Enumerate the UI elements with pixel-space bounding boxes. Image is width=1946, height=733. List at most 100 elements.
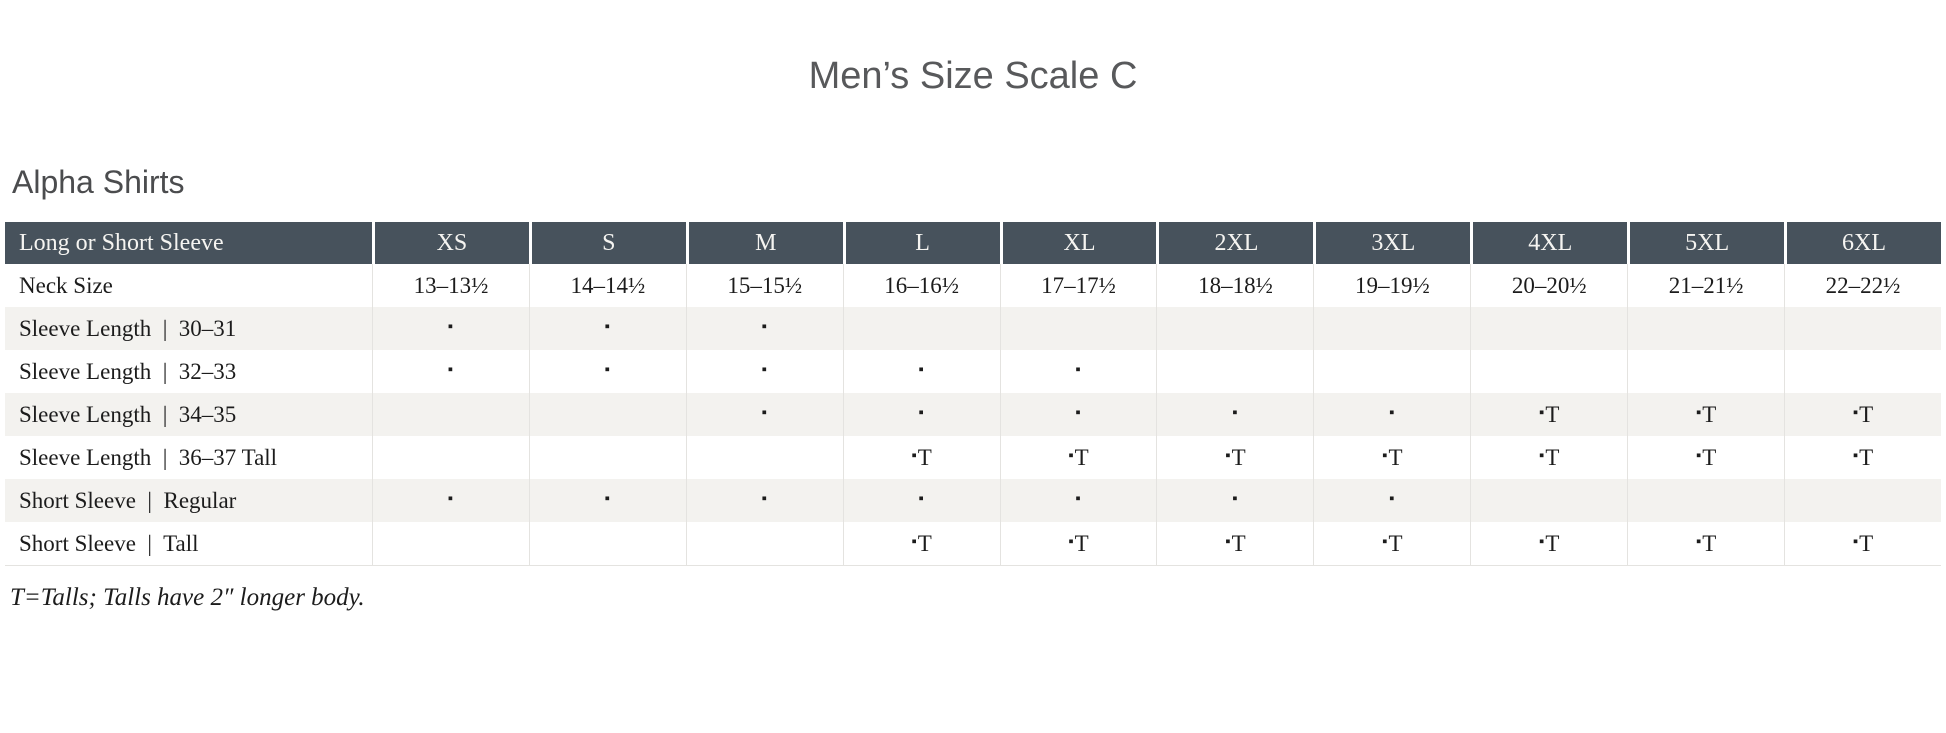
table-row: Sleeve Length | 34–35 ▪ ▪ ▪ ▪ ▪ ▪ T ▪ T ▪ T xyxy=(5,393,1941,436)
size-cell: 14–14½ xyxy=(528,264,686,307)
size-available-marker-icon: ▪ xyxy=(911,448,917,464)
size-available-marker-icon: ▪ xyxy=(604,319,610,335)
size-cell: ▪ xyxy=(528,350,686,393)
size-cell: ▪ T xyxy=(842,522,1000,565)
size-cell: ▪ T xyxy=(999,436,1157,479)
size-cell xyxy=(1156,350,1313,393)
size-available-marker-icon: ▪ xyxy=(1382,448,1388,464)
row-label: Neck Size xyxy=(19,272,113,298)
size-cell: ▪ T xyxy=(1156,522,1313,565)
table-header-label: Long or Short Sleeve xyxy=(5,222,372,264)
size-available-marker-icon: ▪ xyxy=(447,491,454,507)
size-cell: ▪ xyxy=(685,393,843,436)
size-cell: 19–19½ xyxy=(1313,264,1470,307)
size-cell: ▪ T xyxy=(1784,393,1941,436)
size-available-marker-icon: ▪ xyxy=(761,319,767,335)
size-cell: 21–21½ xyxy=(1627,264,1784,307)
column-header: S xyxy=(528,222,686,264)
size-cell xyxy=(685,436,843,479)
column-header: XL xyxy=(999,222,1157,264)
size-cell xyxy=(528,522,686,565)
size-cell xyxy=(528,436,686,479)
size-cell: ▪ xyxy=(685,307,843,350)
size-table: Long or Short Sleeve XS S M L XL 2XL 3XL 4XL 5XL… xyxy=(5,222,1941,566)
size-cell: ▪ T xyxy=(1784,436,1941,479)
size-cell: 16–16½ xyxy=(842,264,1000,307)
size-cell xyxy=(1627,350,1784,393)
size-cell xyxy=(1784,350,1941,393)
size-chart-page: Men’s Size Scale C Alpha Shirts Long or … xyxy=(0,52,1946,733)
size-available-marker-icon: ▪ xyxy=(1232,405,1238,421)
size-cell: ▪ T xyxy=(1627,522,1784,565)
size-cell: ▪ xyxy=(1156,393,1313,436)
size-cell: ▪ xyxy=(999,350,1157,393)
size-available-marker-icon: ▪ xyxy=(1539,534,1545,550)
column-header: XS xyxy=(372,222,529,264)
size-cell xyxy=(1784,307,1941,350)
size-cell: 22–22½ xyxy=(1784,264,1941,307)
size-cell xyxy=(1784,479,1941,522)
size-cell: ▪ T xyxy=(1470,393,1627,436)
size-available-marker-icon: ▪ xyxy=(1539,405,1545,421)
size-cell: ▪ xyxy=(842,479,1000,522)
size-cell: ▪ xyxy=(528,479,686,522)
size-cell xyxy=(372,393,529,436)
size-cell: ▪ T xyxy=(1156,436,1313,479)
size-cell xyxy=(1470,479,1627,522)
column-header: 6XL xyxy=(1784,222,1941,264)
size-cell: ▪ xyxy=(1313,393,1470,436)
size-cell: ▪ xyxy=(685,350,843,393)
size-cell xyxy=(685,522,843,565)
table-row: Short Sleeve | Tall ▪ T ▪ T ▪ T ▪ T ▪ T ▪ T ▪ T xyxy=(5,522,1941,565)
page-title: Men’s Size Scale C xyxy=(808,55,1138,97)
size-cell xyxy=(1470,350,1627,393)
size-cell: ▪ xyxy=(842,350,1000,393)
size-available-marker-icon: ▪ xyxy=(1382,534,1388,550)
size-cell xyxy=(1156,307,1313,350)
size-cell xyxy=(999,307,1157,350)
size-cell: ▪ xyxy=(372,307,529,350)
size-available-marker-icon: ▪ xyxy=(1232,491,1238,507)
size-cell: 17–17½ xyxy=(999,264,1157,307)
size-cell: ▪ xyxy=(1313,479,1470,522)
size-available-marker-icon: ▪ xyxy=(1075,491,1081,507)
size-cell: ▪ xyxy=(999,479,1157,522)
size-cell: ▪ xyxy=(528,307,686,350)
row-label: Sleeve Length | 34–35 xyxy=(19,401,237,427)
column-header: 2XL xyxy=(1156,222,1314,264)
column-header: 5XL xyxy=(1627,222,1785,264)
size-cell: ▪ T xyxy=(1627,436,1784,479)
row-label: Short Sleeve | Regular xyxy=(19,487,237,513)
row-label: Short Sleeve | Tall xyxy=(19,530,199,556)
size-cell: ▪ T xyxy=(1784,522,1941,565)
column-header: M xyxy=(685,222,843,264)
size-available-marker-icon: ▪ xyxy=(1695,448,1702,464)
table-row: Short Sleeve | Regular ▪ ▪ ▪ ▪ ▪ ▪ ▪ xyxy=(5,479,1941,522)
size-available-marker-icon: ▪ xyxy=(1068,534,1074,550)
size-available-marker-icon: ▪ xyxy=(1075,405,1081,421)
size-cell: 18–18½ xyxy=(1156,264,1313,307)
table-header-row: Long or Short Sleeve XS S M L XL 2XL 3XL 4XL 5XL… xyxy=(5,222,1941,264)
column-header: 4XL xyxy=(1470,222,1628,264)
size-cell xyxy=(842,307,1000,350)
size-cell: ▪ T xyxy=(1313,522,1470,565)
table-row: Neck Size 13–13½ 14–14½ 15–15½ 16–16½ 17–17½ 1… xyxy=(5,264,1941,307)
size-cell xyxy=(1313,350,1470,393)
size-available-marker-icon: ▪ xyxy=(447,319,454,335)
size-cell: ▪ T xyxy=(1470,522,1627,565)
size-cell: ▪ xyxy=(685,479,843,522)
size-cell: ▪ xyxy=(1156,479,1313,522)
size-cell: ▪ T xyxy=(1313,436,1470,479)
size-cell: ▪ T xyxy=(1627,393,1784,436)
section-heading: Alpha Shirts xyxy=(12,164,185,200)
table-row: Sleeve Length | 30–31 ▪ ▪ ▪ xyxy=(5,307,1941,350)
size-available-marker-icon: ▪ xyxy=(1225,448,1231,464)
size-available-marker-icon: ▪ xyxy=(447,362,454,378)
size-cell xyxy=(1627,307,1784,350)
size-cell xyxy=(1470,307,1627,350)
size-available-marker-icon: ▪ xyxy=(1695,534,1702,550)
size-cell: ▪ xyxy=(372,350,529,393)
size-cell xyxy=(1313,307,1470,350)
size-available-marker-icon: ▪ xyxy=(918,362,924,378)
size-cell: 20–20½ xyxy=(1470,264,1627,307)
